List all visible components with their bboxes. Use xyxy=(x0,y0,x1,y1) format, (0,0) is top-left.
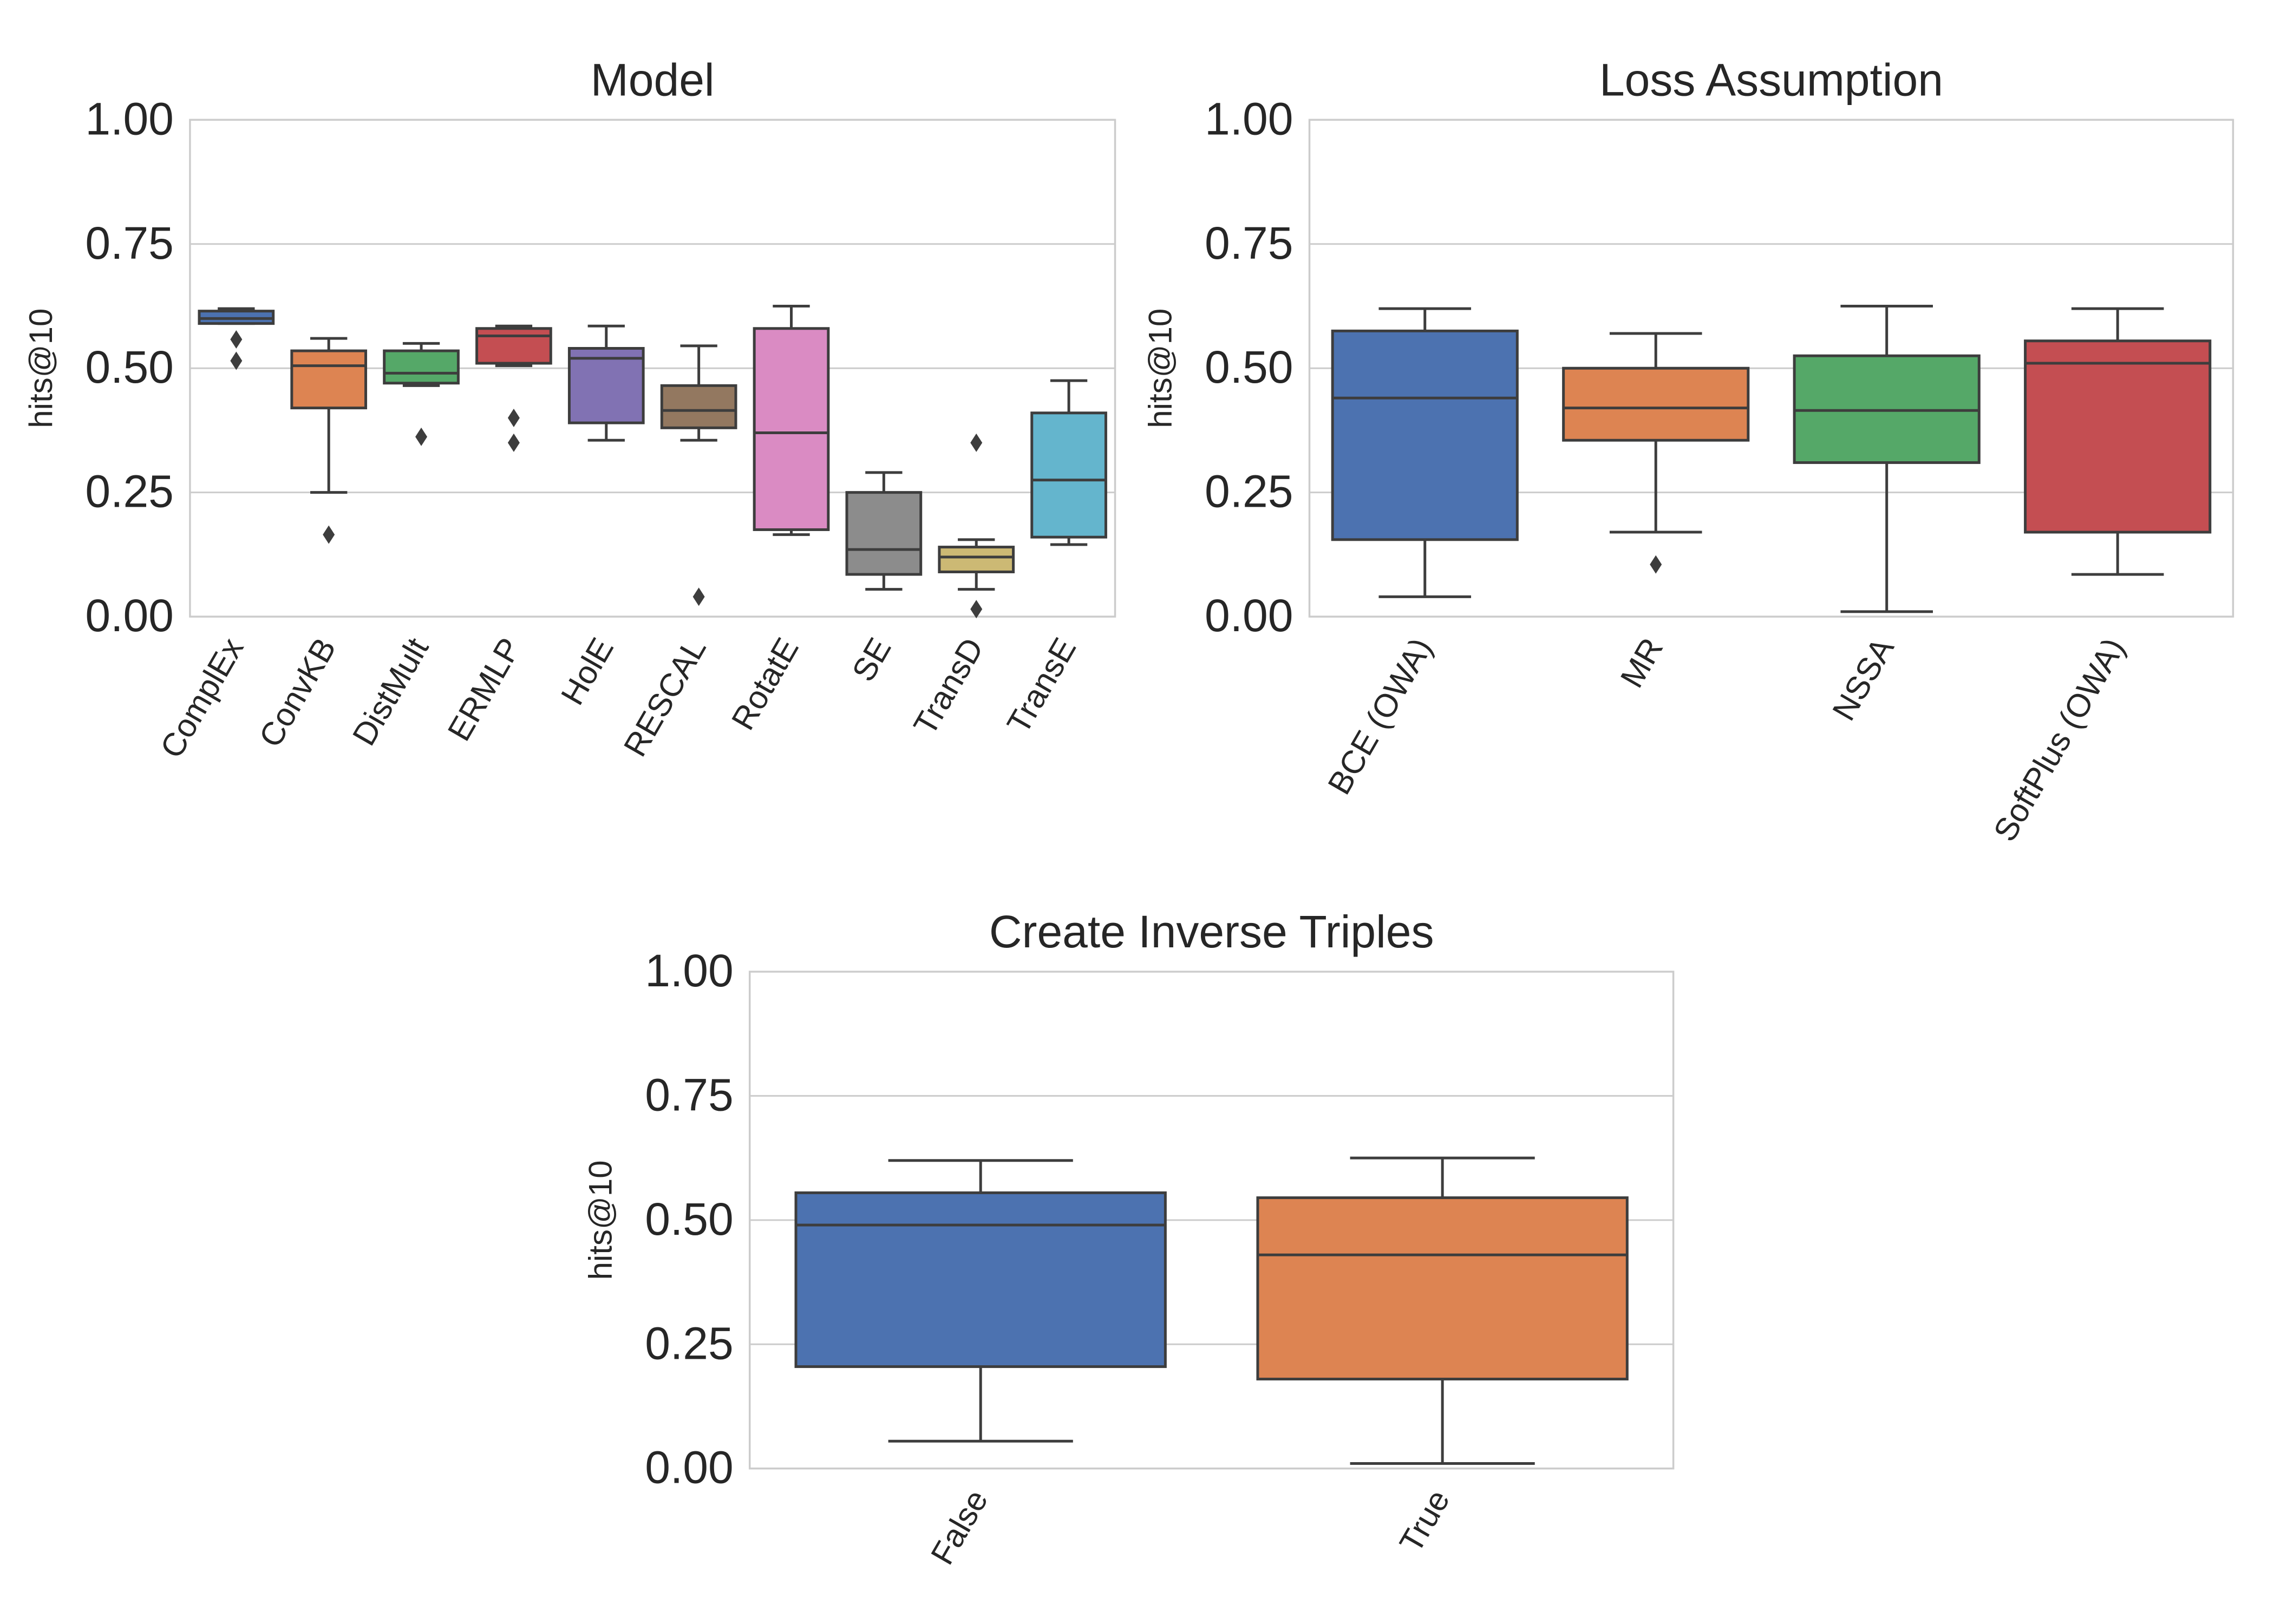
y-axis-label: hits@10 xyxy=(23,309,59,428)
chart-panel-3: 0.00 0.25 0.50 0.75 1.00 Create Inverse Tripl… xyxy=(583,906,1675,1571)
outlier-point xyxy=(970,433,983,452)
y-tick-label: 0.00 xyxy=(1205,590,1293,641)
y-tick-label: 0.75 xyxy=(1205,218,1293,269)
box-softplus-owa-: SoftPlus (OWA) xyxy=(1987,307,2212,847)
x-tick-label: HolE xyxy=(554,632,620,711)
chart-title: Loss Assumption xyxy=(1599,54,1943,105)
x-tick-label: DistMult xyxy=(345,632,436,751)
box-body xyxy=(1030,411,1107,539)
y-tick-label: 1.00 xyxy=(645,945,734,996)
outlier-point xyxy=(692,587,705,606)
y-tick-label: 0.25 xyxy=(645,1318,734,1368)
outlier-point xyxy=(230,351,243,370)
x-tick-label: ConvKB xyxy=(252,632,343,753)
chart-title: Model xyxy=(591,54,715,105)
y-tick-label: 1.00 xyxy=(85,93,174,144)
box-body xyxy=(845,491,923,576)
box-body xyxy=(290,349,368,410)
chart-panel-2: 0.00 0.25 0.50 0.75 1.00 Loss Assumption hits@… xyxy=(1142,54,2234,847)
y-tick-label: 0.00 xyxy=(85,590,174,641)
outlier-point xyxy=(507,408,520,427)
plot-frame xyxy=(1308,119,2234,618)
plot-frame xyxy=(748,971,1675,1470)
box-mr: MR xyxy=(1562,332,1750,693)
chart-title: Create Inverse Triples xyxy=(989,906,1434,957)
box-nssa: NSSA xyxy=(1793,304,1981,726)
box-body xyxy=(1562,366,1750,442)
x-tick-label: True xyxy=(1393,1484,1457,1558)
box-bce-owa-: BCE (OWA) xyxy=(1321,307,1519,801)
y-tick-label: 0.75 xyxy=(645,1069,734,1120)
box-body xyxy=(1331,329,1519,541)
box-convkb: ConvKB xyxy=(252,337,368,753)
box-false: False xyxy=(794,1159,1167,1571)
x-tick-label: NSSA xyxy=(1825,632,1901,726)
box-transe: TransE xyxy=(1000,379,1107,739)
outlier-point xyxy=(970,600,983,619)
box-body xyxy=(938,546,1015,573)
x-tick-label: False xyxy=(924,1484,995,1571)
box-rotate: RotatE xyxy=(724,304,830,736)
box-body xyxy=(383,349,460,385)
outlier-point xyxy=(323,525,335,544)
box-transd: TransD xyxy=(906,433,1015,741)
x-tick-label: SoftPlus (OWA) xyxy=(1987,632,2132,847)
x-tick-label: ComplEx xyxy=(153,632,251,764)
outlier-point xyxy=(415,427,428,446)
y-tick-label: 0.25 xyxy=(1205,466,1293,517)
y-tick-label: 0.50 xyxy=(645,1194,734,1245)
x-tick-label: SE xyxy=(845,632,898,687)
y-tick-label: 1.00 xyxy=(1205,93,1293,144)
box-ermlp: ERMLP xyxy=(441,324,552,747)
y-tick-label: 0.25 xyxy=(85,466,174,517)
box-body xyxy=(475,327,552,365)
box-hole: HolE xyxy=(554,324,645,711)
y-axis-label: hits@10 xyxy=(1142,309,1179,428)
y-tick-label: 0.00 xyxy=(645,1442,734,1493)
y-tick-label: 0.50 xyxy=(85,342,174,392)
y-tick-label: 0.75 xyxy=(85,218,174,269)
x-tick-label: RESCAL xyxy=(617,632,713,762)
x-tick-label: ERMLP xyxy=(441,632,528,747)
outlier-point xyxy=(230,330,243,349)
plot-frame xyxy=(189,119,1116,618)
y-tick-label: 0.50 xyxy=(1205,342,1293,392)
x-tick-label: TransE xyxy=(1000,632,1083,739)
x-tick-label: MR xyxy=(1613,632,1670,693)
box-se: SE xyxy=(845,471,923,687)
chart-panel-1: 0.00 0.25 0.50 0.75 1.00 Model hits@10 ComplEx C… xyxy=(23,54,1116,764)
box-body xyxy=(660,384,737,429)
box-true: True xyxy=(1256,1156,1629,1558)
box-body xyxy=(794,1191,1167,1368)
x-tick-label: RotatE xyxy=(724,632,806,736)
outlier-point xyxy=(507,433,520,452)
box-body xyxy=(753,327,830,531)
box-body xyxy=(1256,1196,1629,1381)
outlier-point xyxy=(1650,555,1662,574)
box-body xyxy=(567,346,645,424)
y-axis-label: hits@10 xyxy=(583,1160,619,1280)
x-tick-label: BCE (OWA) xyxy=(1321,632,1439,801)
box-body xyxy=(2024,339,2212,534)
x-tick-label: TransD xyxy=(906,632,990,741)
